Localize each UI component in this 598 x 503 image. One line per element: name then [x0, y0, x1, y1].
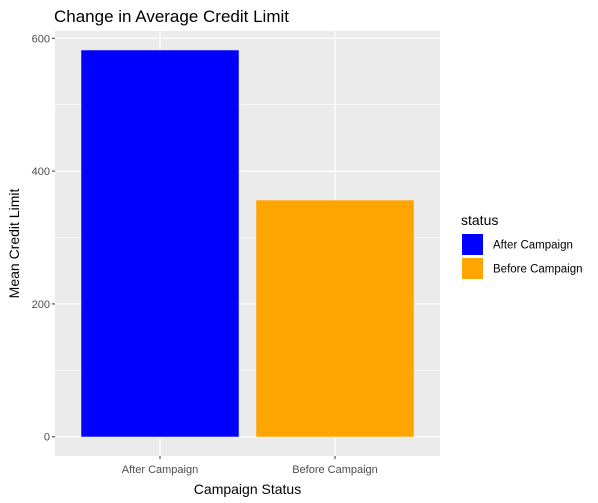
legend-key-before-campaign: [462, 258, 483, 279]
y-tick-label: 600: [32, 33, 50, 45]
bars: [81, 50, 414, 437]
y-axis: 0 200 400 600: [32, 33, 55, 444]
y-tick-label: 200: [32, 299, 50, 311]
y-axis-title: Mean Credit Limit: [6, 189, 22, 299]
legend-items: After Campaign Before Campaign: [462, 234, 583, 279]
legend-key-after-campaign: [462, 234, 483, 255]
legend-label: Before Campaign: [493, 264, 583, 276]
y-tick-label: 0: [44, 432, 50, 444]
chart-title: Change in Average Credit Limit: [54, 7, 289, 26]
x-tick-label: After Campaign: [122, 464, 198, 476]
legend: status After Campaign Before Campaign: [461, 212, 583, 279]
bar-before-campaign: [256, 200, 414, 437]
bar-after-campaign: [81, 50, 239, 437]
legend-title: status: [461, 212, 498, 228]
legend-label: After Campaign: [493, 240, 573, 252]
x-axis-title: Campaign Status: [194, 481, 301, 497]
x-axis: After Campaign Before Campaign: [122, 456, 378, 476]
y-tick-label: 400: [32, 166, 50, 178]
x-tick-label: Before Campaign: [292, 464, 378, 476]
